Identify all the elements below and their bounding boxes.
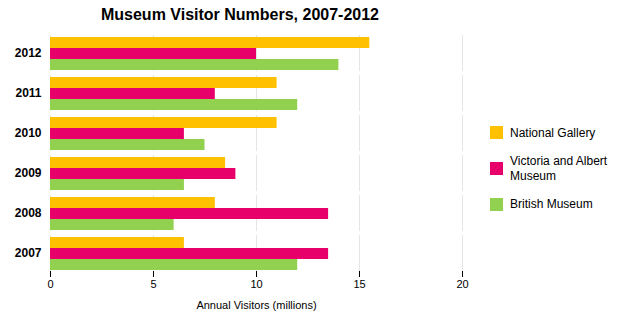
html-text:Museum Visitor Numbers, 2007-2: Museum Visitor Numbers, 2007-2012 <box>101 6 379 23</box>
svg-text:0: 0 <box>47 278 53 290</box>
svg-text:2009: 2009 <box>15 166 42 180</box>
svg-text:Annual Visitors (millions): Annual Visitors (millions) <box>196 299 316 311</box>
svg-text:2008: 2008 <box>15 206 42 220</box>
svg-text:5: 5 <box>150 278 156 290</box>
svg-text:2011: 2011 <box>15 86 41 100</box>
html-text:British Museum: British Museum <box>510 196 593 211</box>
svg-text:2010: 2010 <box>15 126 42 140</box>
svg-text:2012: 2012 <box>15 46 42 60</box>
svg-text:20: 20 <box>456 278 468 290</box>
svg-text:2007: 2007 <box>15 246 42 260</box>
svg-text:15: 15 <box>353 278 365 290</box>
html-text:National Gallery: National Gallery <box>510 125 596 140</box>
html-text:Victoria and Albert Museum: Victoria and Albert Museum <box>510 154 608 183</box>
svg-text:10: 10 <box>250 278 262 290</box>
